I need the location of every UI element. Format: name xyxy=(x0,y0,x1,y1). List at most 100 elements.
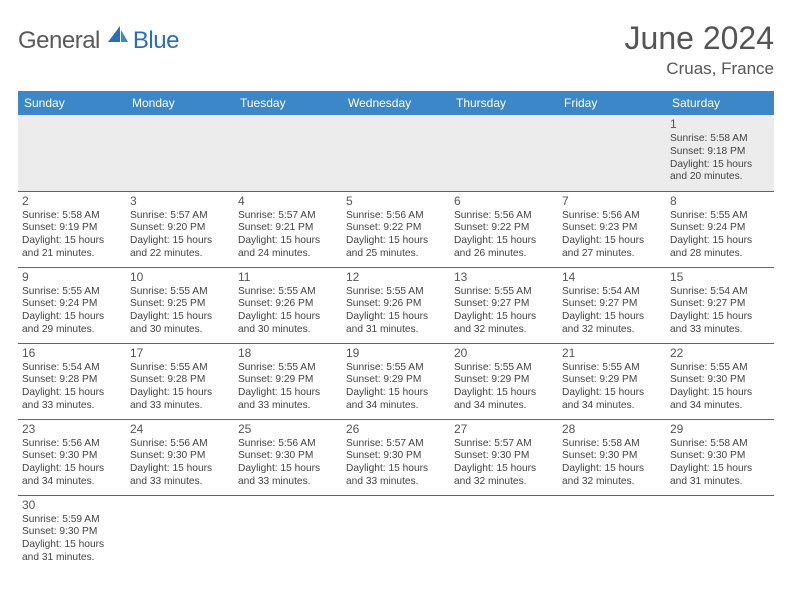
sunset-line: Sunset: 9:21 PM xyxy=(238,222,338,235)
sunrise-line: Sunrise: 5:54 AM xyxy=(562,286,662,299)
sunrise-line: Sunrise: 5:58 AM xyxy=(562,438,662,451)
day-header: Friday xyxy=(558,91,666,115)
sunset-line: Sunset: 9:27 PM xyxy=(562,298,662,311)
table-row: 30Sunrise: 5:59 AMSunset: 9:30 PMDayligh… xyxy=(18,495,774,571)
day-number: 29 xyxy=(670,422,770,437)
daylight-line: Daylight: 15 hours and 32 minutes. xyxy=(454,463,554,489)
sunrise-line: Sunrise: 5:55 AM xyxy=(454,286,554,299)
table-row: 1Sunrise: 5:58 AMSunset: 9:18 PMDaylight… xyxy=(18,115,774,191)
daylight-line: Daylight: 15 hours and 30 minutes. xyxy=(238,311,338,337)
calendar-cell: 9Sunrise: 5:55 AMSunset: 9:24 PMDaylight… xyxy=(18,267,126,343)
sunset-line: Sunset: 9:30 PM xyxy=(454,450,554,463)
day-header: Thursday xyxy=(450,91,558,115)
sunrise-line: Sunrise: 5:59 AM xyxy=(22,514,122,527)
calendar-cell: 7Sunrise: 5:56 AMSunset: 9:23 PMDaylight… xyxy=(558,191,666,267)
sunset-line: Sunset: 9:27 PM xyxy=(670,298,770,311)
sail-icon xyxy=(106,24,130,49)
calendar-cell: 6Sunrise: 5:56 AMSunset: 9:22 PMDaylight… xyxy=(450,191,558,267)
sunrise-line: Sunrise: 5:54 AM xyxy=(22,362,122,375)
day-number: 18 xyxy=(238,346,338,361)
calendar-cell: 19Sunrise: 5:55 AMSunset: 9:29 PMDayligh… xyxy=(342,343,450,419)
sunset-line: Sunset: 9:29 PM xyxy=(562,374,662,387)
calendar-cell: 5Sunrise: 5:56 AMSunset: 9:22 PMDaylight… xyxy=(342,191,450,267)
sunset-line: Sunset: 9:30 PM xyxy=(22,526,122,539)
calendar-cell: 18Sunrise: 5:55 AMSunset: 9:29 PMDayligh… xyxy=(234,343,342,419)
day-number: 13 xyxy=(454,270,554,285)
calendar-cell: 3Sunrise: 5:57 AMSunset: 9:20 PMDaylight… xyxy=(126,191,234,267)
day-number: 6 xyxy=(454,194,554,209)
sunset-line: Sunset: 9:28 PM xyxy=(22,374,122,387)
sunrise-line: Sunrise: 5:55 AM xyxy=(238,362,338,375)
calendar-cell xyxy=(558,115,666,191)
sunrise-line: Sunrise: 5:56 AM xyxy=(562,210,662,223)
calendar-cell xyxy=(126,495,234,571)
day-header: Sunday xyxy=(18,91,126,115)
day-number: 17 xyxy=(130,346,230,361)
calendar-cell xyxy=(234,495,342,571)
daylight-line: Daylight: 15 hours and 33 minutes. xyxy=(130,463,230,489)
daylight-line: Daylight: 15 hours and 29 minutes. xyxy=(22,311,122,337)
sunset-line: Sunset: 9:30 PM xyxy=(670,374,770,387)
daylight-line: Daylight: 15 hours and 31 minutes. xyxy=(346,311,446,337)
daylight-line: Daylight: 15 hours and 33 minutes. xyxy=(238,463,338,489)
sunrise-line: Sunrise: 5:55 AM xyxy=(670,210,770,223)
calendar-cell: 15Sunrise: 5:54 AMSunset: 9:27 PMDayligh… xyxy=(666,267,774,343)
header: General Blue June 2024 Cruas, France xyxy=(18,20,774,79)
day-number: 12 xyxy=(346,270,446,285)
daylight-line: Daylight: 15 hours and 28 minutes. xyxy=(670,235,770,261)
sunrise-line: Sunrise: 5:55 AM xyxy=(130,286,230,299)
sunset-line: Sunset: 9:22 PM xyxy=(454,222,554,235)
calendar-cell: 4Sunrise: 5:57 AMSunset: 9:21 PMDaylight… xyxy=(234,191,342,267)
daylight-line: Daylight: 15 hours and 33 minutes. xyxy=(346,463,446,489)
calendar-cell: 12Sunrise: 5:55 AMSunset: 9:26 PMDayligh… xyxy=(342,267,450,343)
daylight-line: Daylight: 15 hours and 25 minutes. xyxy=(346,235,446,261)
sunrise-line: Sunrise: 5:56 AM xyxy=(130,438,230,451)
daylight-line: Daylight: 15 hours and 20 minutes. xyxy=(670,159,770,185)
sunset-line: Sunset: 9:27 PM xyxy=(454,298,554,311)
calendar-cell: 10Sunrise: 5:55 AMSunset: 9:25 PMDayligh… xyxy=(126,267,234,343)
calendar-cell: 24Sunrise: 5:56 AMSunset: 9:30 PMDayligh… xyxy=(126,419,234,495)
daylight-line: Daylight: 15 hours and 32 minutes. xyxy=(454,311,554,337)
calendar-cell: 26Sunrise: 5:57 AMSunset: 9:30 PMDayligh… xyxy=(342,419,450,495)
sunrise-line: Sunrise: 5:55 AM xyxy=(562,362,662,375)
sunset-line: Sunset: 9:18 PM xyxy=(670,146,770,159)
calendar-cell: 14Sunrise: 5:54 AMSunset: 9:27 PMDayligh… xyxy=(558,267,666,343)
sunset-line: Sunset: 9:30 PM xyxy=(130,450,230,463)
sunrise-line: Sunrise: 5:57 AM xyxy=(130,210,230,223)
logo-text-general: General xyxy=(18,27,100,55)
calendar-cell: 1Sunrise: 5:58 AMSunset: 9:18 PMDaylight… xyxy=(666,115,774,191)
day-number: 15 xyxy=(670,270,770,285)
day-number: 4 xyxy=(238,194,338,209)
sunset-line: Sunset: 9:24 PM xyxy=(670,222,770,235)
day-header: Monday xyxy=(126,91,234,115)
daylight-line: Daylight: 15 hours and 33 minutes. xyxy=(238,387,338,413)
sunset-line: Sunset: 9:30 PM xyxy=(562,450,662,463)
calendar-cell xyxy=(450,115,558,191)
sunrise-line: Sunrise: 5:56 AM xyxy=(346,210,446,223)
sunset-line: Sunset: 9:30 PM xyxy=(22,450,122,463)
table-row: 16Sunrise: 5:54 AMSunset: 9:28 PMDayligh… xyxy=(18,343,774,419)
day-number: 22 xyxy=(670,346,770,361)
sunrise-line: Sunrise: 5:56 AM xyxy=(454,210,554,223)
sunrise-line: Sunrise: 5:57 AM xyxy=(238,210,338,223)
day-number: 11 xyxy=(238,270,338,285)
calendar-cell xyxy=(126,115,234,191)
sunset-line: Sunset: 9:23 PM xyxy=(562,222,662,235)
daylight-line: Daylight: 15 hours and 32 minutes. xyxy=(562,311,662,337)
day-number: 24 xyxy=(130,422,230,437)
sunrise-line: Sunrise: 5:55 AM xyxy=(454,362,554,375)
day-number: 30 xyxy=(22,498,122,513)
sunrise-line: Sunrise: 5:58 AM xyxy=(670,133,770,146)
sunrise-line: Sunrise: 5:58 AM xyxy=(22,210,122,223)
day-number: 20 xyxy=(454,346,554,361)
sunrise-line: Sunrise: 5:56 AM xyxy=(238,438,338,451)
calendar-cell: 23Sunrise: 5:56 AMSunset: 9:30 PMDayligh… xyxy=(18,419,126,495)
day-number: 7 xyxy=(562,194,662,209)
calendar-cell: 20Sunrise: 5:55 AMSunset: 9:29 PMDayligh… xyxy=(450,343,558,419)
daylight-line: Daylight: 15 hours and 34 minutes. xyxy=(22,463,122,489)
location: Cruas, France xyxy=(625,59,774,79)
sunset-line: Sunset: 9:28 PM xyxy=(130,374,230,387)
sunset-line: Sunset: 9:30 PM xyxy=(670,450,770,463)
day-header-row: Sunday Monday Tuesday Wednesday Thursday… xyxy=(18,91,774,115)
daylight-line: Daylight: 15 hours and 24 minutes. xyxy=(238,235,338,261)
